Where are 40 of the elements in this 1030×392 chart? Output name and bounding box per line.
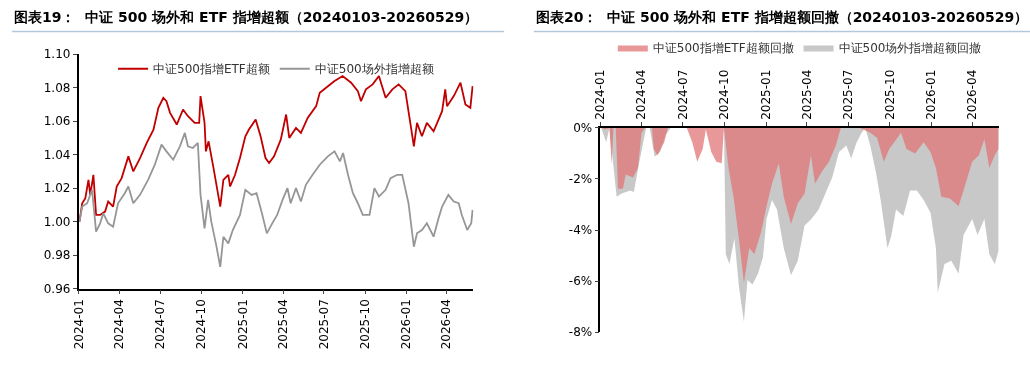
- y-tick-label: -4%: [568, 223, 593, 238]
- x-tick-label: 2026-01: [924, 69, 939, 120]
- x-tick-label: 2024-01: [593, 69, 608, 120]
- y-tick-label: 0.96: [43, 281, 71, 296]
- x-tick-label: 2024-01: [71, 299, 86, 350]
- legend-label: 中证500场外指增超额: [314, 62, 434, 77]
- x-tick-label: 2024-10: [194, 299, 209, 350]
- x-tick-label: 2025-07: [316, 299, 331, 350]
- x-tick-label: 2025-01: [758, 69, 773, 120]
- y-tick-label: 0%: [573, 121, 593, 136]
- y-tick-label: 0.98: [43, 248, 71, 263]
- y-tick-label: -2%: [568, 172, 593, 187]
- legend-label: 中证500指增ETF超额: [153, 62, 270, 77]
- y-tick-label: 1.10: [43, 47, 71, 62]
- y-tick-label: 1.00: [43, 214, 71, 229]
- legend-label: 中证500指增ETF超额回撤: [652, 41, 794, 56]
- line-series: [78, 132, 474, 268]
- y-tick-label: -8%: [568, 325, 593, 340]
- legend-label: 中证500场外指增超额回撤: [838, 41, 982, 56]
- y-tick-label: -6%: [568, 274, 593, 289]
- x-tick-label: 2024-04: [634, 69, 649, 120]
- y-tick-label: 1.02: [43, 181, 71, 196]
- x-tick-label: 2025-01: [235, 299, 250, 350]
- x-tick-label: 2024-07: [153, 299, 168, 350]
- x-tick-label: 2024-04: [112, 299, 127, 350]
- y-tick-label: 1.04: [43, 147, 71, 162]
- x-tick-label: 2024-10: [717, 69, 732, 120]
- x-tick-label: 2024-07: [675, 69, 690, 120]
- y-tick-label: 1.06: [43, 114, 71, 129]
- x-tick-label: 2025-10: [882, 69, 897, 120]
- chart-title: 图表19： 中证 500 场外和 ETF 指增超额（20240103-20260529）: [14, 9, 479, 25]
- x-tick-label: 2025-04: [799, 69, 814, 120]
- x-tick-label: 2025-04: [275, 299, 290, 350]
- chart-title: 图表20： 中证 500 场外和 ETF 指增超额回撤（20240103-20260529）: [536, 9, 1029, 25]
- x-tick-label: 2025-10: [357, 299, 372, 350]
- x-tick-label: 2025-07: [840, 69, 855, 120]
- x-tick-label: 2026-04: [965, 69, 980, 120]
- x-tick-label: 2026-01: [399, 299, 414, 350]
- x-tick-label: 2026-04: [439, 299, 454, 350]
- y-tick-label: 1.08: [43, 80, 71, 95]
